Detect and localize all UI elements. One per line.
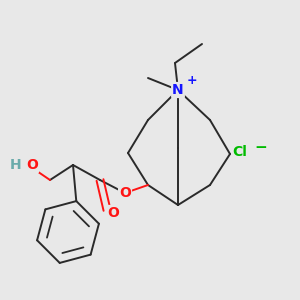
Text: O: O [119,186,131,200]
Text: N: N [172,83,184,97]
Text: −: − [254,140,267,154]
Text: H: H [10,158,22,172]
Text: O: O [107,206,119,220]
Text: O: O [26,158,38,172]
Text: Cl: Cl [232,145,247,159]
Text: +: + [187,74,197,86]
